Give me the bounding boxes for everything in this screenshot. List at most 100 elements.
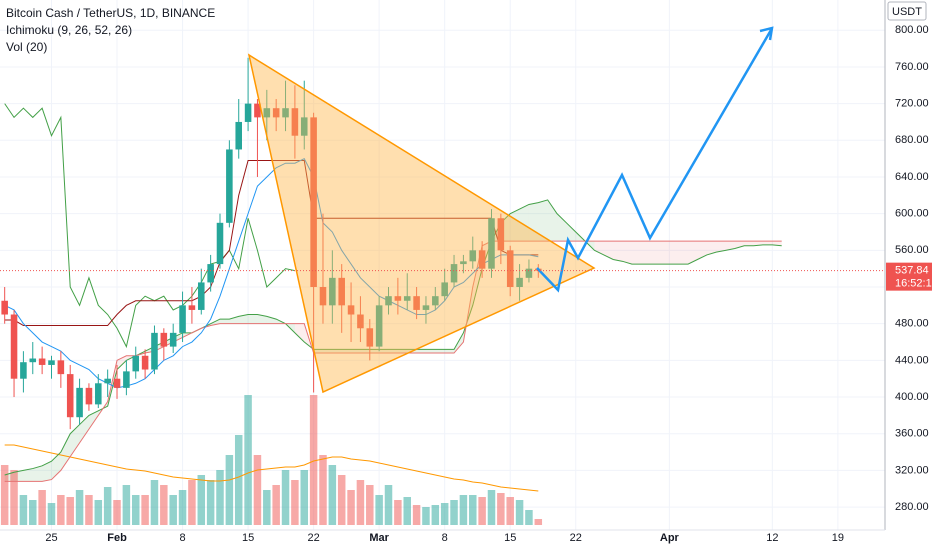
- cloud-segment: [744, 241, 754, 246]
- candle-body: [366, 328, 374, 347]
- candle-body: [272, 108, 280, 118]
- candle-body: [104, 378, 111, 384]
- conversion-line: [4, 157, 539, 389]
- candle-body: [282, 108, 289, 118]
- cloud-segment: [248, 314, 258, 324]
- cloud-segment: [697, 241, 707, 260]
- candle-body: [385, 296, 392, 306]
- volume-bar: [450, 500, 458, 525]
- volume-bar: [291, 480, 299, 525]
- candle-body: [347, 305, 355, 315]
- candle-body: [254, 103, 261, 118]
- candle-body: [469, 250, 477, 262]
- x-tick-label: 8: [179, 532, 185, 544]
- lagging-span: [4, 103, 295, 349]
- volume-bar: [300, 470, 308, 525]
- candle-body: [310, 117, 317, 288]
- volume-bar: [459, 495, 468, 525]
- volume-bar: [319, 455, 327, 525]
- candle-body: [506, 250, 514, 288]
- cloud-segment: [519, 204, 529, 242]
- volume-bar: [19, 495, 28, 525]
- volume-bar: [75, 490, 84, 525]
- projection-path: [536, 29, 773, 293]
- volume-bar: [66, 497, 74, 525]
- candle-body: [244, 103, 252, 122]
- x-tick-label: 12: [766, 532, 778, 544]
- volume-bar: [178, 490, 187, 525]
- y-tick-label: 640.00: [895, 171, 929, 183]
- cloud-segment: [294, 323, 305, 343]
- volume-bar: [216, 470, 224, 525]
- candle-body: [394, 296, 402, 301]
- candle-body: [488, 218, 495, 269]
- candle-body: [29, 358, 37, 363]
- cloud-segment: [725, 241, 735, 251]
- cloud-segment: [60, 433, 71, 471]
- cloud-segment: [762, 241, 773, 245]
- chart-title: Bitcoin Cash / TetherUS, 1D, BINANCE: [6, 6, 215, 20]
- candle-body: [329, 277, 336, 306]
- volume-ma-line: [4, 444, 539, 492]
- volume-bar: [356, 480, 365, 525]
- x-tick-label: Feb: [107, 532, 127, 544]
- last-price-label: 537.84: [895, 265, 929, 277]
- cloud-segment: [369, 349, 380, 354]
- volume-bar: [328, 465, 337, 525]
- candle-body: [319, 287, 327, 306]
- volume-bar: [272, 485, 280, 525]
- candle-body: [123, 371, 130, 388]
- y-tick-label: 560.00: [895, 244, 929, 256]
- cloud-segment: [566, 222, 576, 242]
- cloud-segment: [23, 468, 33, 482]
- cloud-segment: [416, 349, 426, 354]
- candle-body: [460, 261, 467, 265]
- volume-bar: [412, 505, 421, 525]
- cloud-segment: [388, 349, 398, 354]
- cloud-segment: [266, 316, 277, 324]
- volume-bar: [337, 475, 346, 525]
- candle-body: [188, 305, 196, 310]
- cloud-segment: [341, 349, 352, 354]
- cloud-segment: [641, 241, 651, 265]
- volume-bar: [281, 470, 290, 525]
- x-tick-label: 19: [832, 532, 844, 544]
- volume-bar: [225, 455, 234, 525]
- volume-bar: [132, 495, 140, 525]
- candle-body: [375, 305, 383, 347]
- y-tick-label: 400.00: [895, 391, 929, 403]
- cloud-segment: [613, 241, 623, 262]
- volume-bar: [384, 485, 393, 525]
- candle-body: [226, 149, 233, 223]
- cloud-segment: [42, 461, 52, 482]
- candle-body: [169, 332, 177, 347]
- x-tick-label: 22: [307, 532, 319, 544]
- cloud-segment: [313, 349, 323, 354]
- candle-body: [441, 282, 448, 297]
- cloud-segment: [716, 241, 726, 253]
- cloud-segment: [79, 415, 89, 443]
- cloud-segment: [688, 241, 698, 265]
- y-tick-label: 280.00: [895, 501, 929, 513]
- volume-bar: [150, 480, 159, 525]
- triangle-drawing: [247, 53, 596, 394]
- candle-body: [20, 362, 27, 379]
- cloud-segment: [257, 314, 267, 324]
- volume-bar: [263, 490, 271, 525]
- volume-bar: [85, 495, 93, 525]
- volume-bar: [497, 493, 505, 525]
- candle-body: [198, 282, 205, 310]
- x-tick-label: Mar: [369, 532, 389, 544]
- volume-bar: [375, 495, 383, 525]
- cloud-segment: [70, 424, 80, 457]
- cloud-segment: [650, 241, 660, 265]
- cloud-segment: [379, 349, 389, 354]
- volume-bar: [366, 485, 374, 525]
- y-tick-label: 680.00: [895, 134, 929, 146]
- volume-bar: [29, 500, 37, 525]
- cloud-segment: [734, 241, 745, 249]
- volume-bar: [309, 395, 318, 525]
- y-tick-label: 360.00: [895, 428, 929, 440]
- currency-label: USDT: [892, 6, 922, 18]
